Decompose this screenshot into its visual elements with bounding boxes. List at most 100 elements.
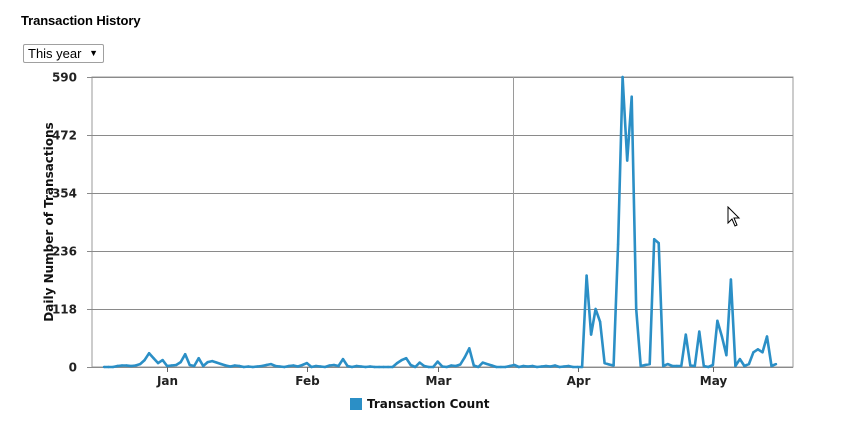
data-point (616, 242, 620, 246)
data-point (486, 362, 489, 366)
data-point (774, 362, 778, 366)
data-point (147, 352, 151, 355)
data-point (188, 363, 191, 367)
data-point (756, 348, 760, 351)
data-point (116, 364, 119, 368)
data-point (675, 364, 678, 368)
data-point (589, 333, 593, 336)
data-point (414, 365, 417, 369)
data-point (337, 364, 340, 368)
data-point (580, 365, 584, 369)
data-point (202, 364, 205, 368)
data-point (224, 364, 227, 367)
data-point (747, 362, 751, 366)
x-tick-label: Apr (567, 374, 591, 388)
data-point (364, 365, 367, 369)
data-point (328, 364, 331, 367)
data-point (229, 365, 232, 368)
data-point (707, 365, 710, 369)
x-tick-label: Mar (426, 374, 452, 388)
data-point (738, 357, 742, 361)
time-range-value: This year (28, 46, 82, 61)
data-point (481, 361, 484, 364)
data-point (377, 365, 381, 369)
data-point (729, 278, 733, 281)
data-point (260, 364, 264, 368)
data-point (594, 307, 597, 311)
data-point (630, 95, 633, 98)
legend-swatch (350, 398, 362, 410)
data-point (296, 365, 300, 368)
data-point (477, 365, 480, 369)
data-point (301, 363, 304, 367)
data-point (499, 365, 503, 369)
data-point (125, 364, 128, 367)
time-range-select[interactable]: This year ▼ (23, 44, 104, 63)
data-point (490, 364, 494, 367)
series-line-transaction-count (104, 75, 777, 369)
data-point (544, 364, 548, 368)
data-point (161, 358, 164, 362)
data-point (495, 365, 498, 369)
data-point (468, 347, 471, 350)
data-point (743, 364, 746, 368)
data-point (522, 364, 525, 368)
data-point (102, 365, 106, 369)
data-point (134, 364, 137, 367)
data-point (693, 364, 696, 368)
data-point (702, 364, 705, 368)
data-point (238, 364, 241, 368)
data-point (269, 362, 273, 366)
data-point (770, 364, 773, 368)
data-point (278, 365, 282, 368)
data-point (179, 360, 182, 364)
data-point (310, 365, 313, 369)
data-point (441, 365, 444, 368)
data-point (427, 365, 430, 369)
data-point (716, 319, 719, 322)
data-point (436, 360, 439, 363)
data-point (472, 364, 475, 367)
data-point (639, 364, 642, 368)
data-point (653, 238, 656, 241)
data-point (535, 365, 539, 369)
data-point (323, 365, 327, 369)
data-point (432, 365, 435, 369)
data-point (513, 363, 516, 367)
data-point (454, 364, 457, 368)
data-point (558, 365, 561, 369)
x-tick-label: May (700, 374, 728, 388)
data-point (251, 365, 254, 369)
data-point (382, 365, 385, 369)
data-point (305, 361, 309, 365)
chart-legend[interactable]: Transaction Count (350, 396, 489, 412)
data-point (445, 365, 448, 369)
data-point (220, 362, 223, 366)
data-point (156, 361, 160, 365)
data-point (129, 364, 133, 368)
y-axis-title: Daily Number of Transactions (42, 122, 56, 321)
data-point (463, 356, 466, 359)
legend-label: Transaction Count (367, 397, 490, 411)
data-point (143, 358, 146, 362)
data-point (292, 364, 295, 367)
data-point (138, 362, 142, 366)
data-point (734, 364, 737, 368)
data-point (211, 359, 214, 363)
data-point (504, 365, 507, 369)
data-point (256, 365, 259, 368)
data-point (585, 274, 588, 277)
data-point (517, 365, 521, 369)
data-point (612, 364, 615, 367)
x-tick-label: Jan (156, 374, 178, 388)
data-point (526, 365, 530, 368)
data-point (395, 361, 399, 365)
data-point (684, 333, 687, 336)
data-point (531, 364, 534, 368)
data-point (459, 363, 462, 366)
data-point (314, 364, 318, 368)
data-point (598, 320, 602, 323)
data-point (175, 363, 178, 367)
data-point (350, 365, 354, 369)
data-point (405, 357, 408, 360)
